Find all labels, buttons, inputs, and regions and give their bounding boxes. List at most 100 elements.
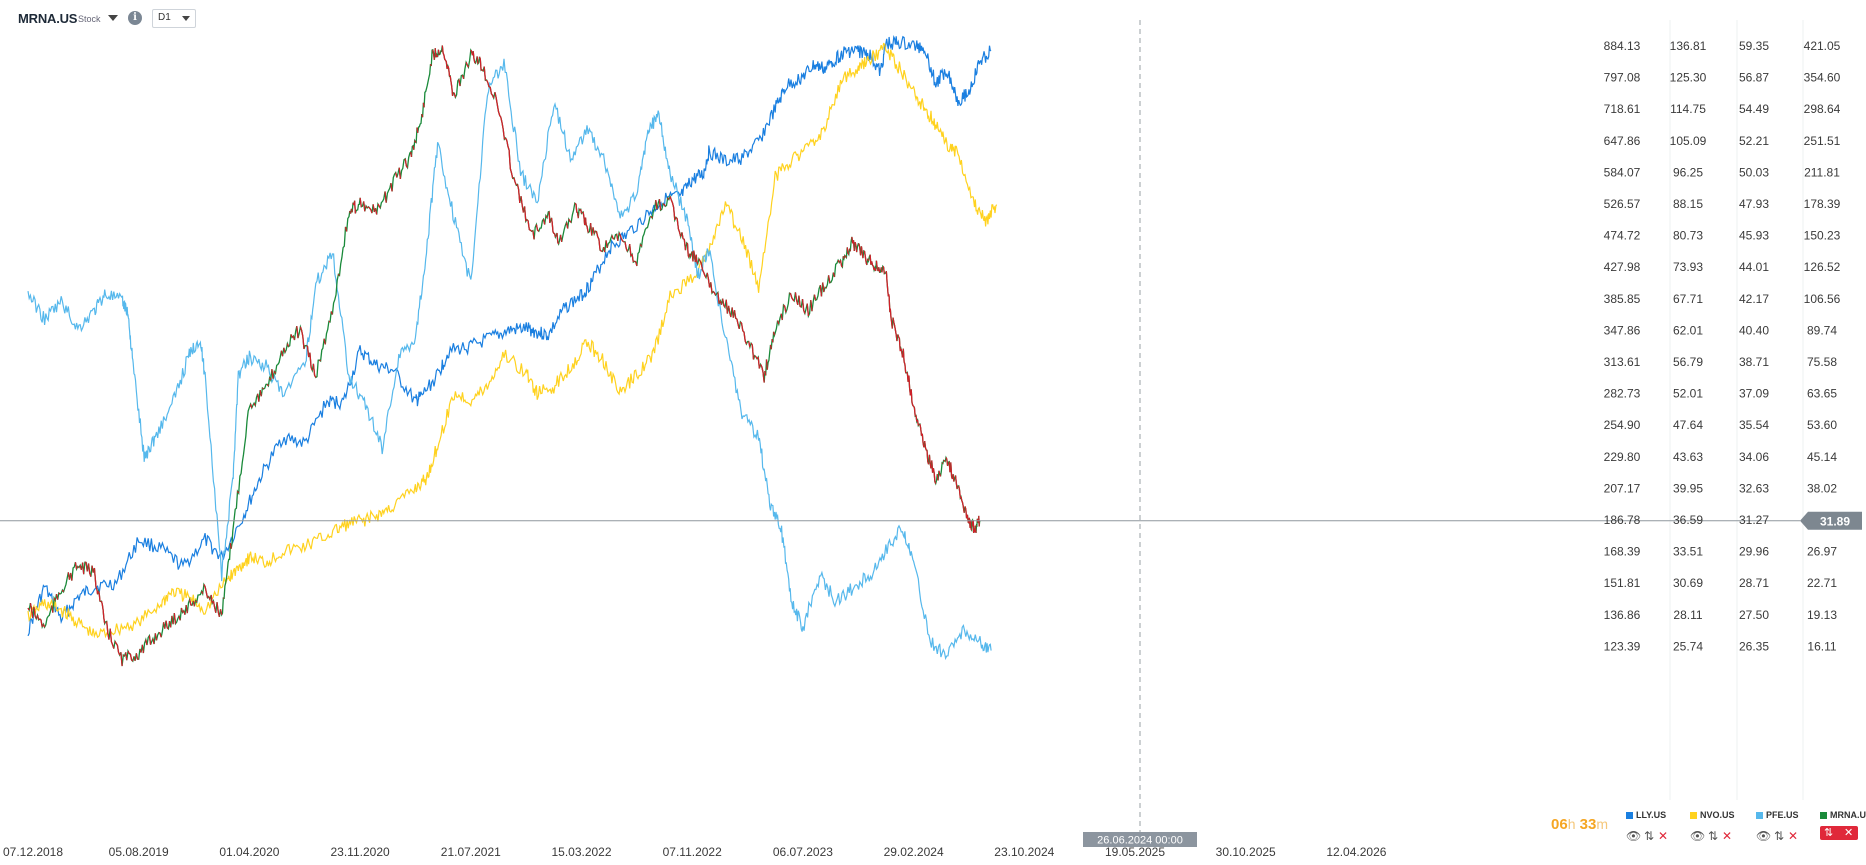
timer-hours: 06 xyxy=(1551,816,1568,833)
scale-tick-pfeus: 29.96 xyxy=(1739,545,1769,559)
legend-label: PFE.US xyxy=(1766,810,1799,820)
scale-tick-nvous: 47.64 xyxy=(1673,418,1703,432)
mrna-active-controls[interactable]: ⇅ ✕ xyxy=(1820,826,1858,840)
chart-toolbar: MRNA.US Stock i D1 xyxy=(0,0,600,36)
scale-tick-nvous: 33.51 xyxy=(1673,545,1703,559)
scale-tick-nvous: 62.01 xyxy=(1673,323,1703,337)
scale-tick-pfeus: 56.87 xyxy=(1739,71,1769,85)
scale-tick-nvous: 30.69 xyxy=(1673,576,1703,590)
scale-tick-llyus: 474.72 xyxy=(1604,229,1641,243)
scale-tick-llyus: 168.39 xyxy=(1604,545,1641,559)
scale-tick-mrnaus: 178.39 xyxy=(1804,197,1841,211)
scale-tick-mrnaus: 251.51 xyxy=(1804,134,1841,148)
scale-tick-mrnaus: 26.97 xyxy=(1807,545,1837,559)
scale-tick-llyus: 797.08 xyxy=(1604,71,1641,85)
date-tick-label: 01.04.2020 xyxy=(219,845,279,859)
scale-tick-llyus: 282.73 xyxy=(1604,387,1641,401)
scale-tick-pfeus: 59.35 xyxy=(1739,39,1769,53)
timeframe-select[interactable]: D1 xyxy=(152,9,196,28)
scale-tick-nvous: 125.30 xyxy=(1670,71,1707,85)
scale-tick-pfeus: 31.27 xyxy=(1739,513,1769,527)
move-updown-icon[interactable]: ⇅ xyxy=(1774,829,1785,843)
date-tick-label: 23.11.2020 xyxy=(331,845,390,859)
scale-tick-pfeus: 35.54 xyxy=(1739,418,1769,432)
scale-tick-mrnaus: 75.58 xyxy=(1807,355,1837,369)
candle-countdown: 06h 33m xyxy=(1551,816,1608,833)
move-updown-icon[interactable]: ⇅ xyxy=(1708,829,1719,843)
legend-label: LLY.US xyxy=(1636,810,1667,820)
timer-hours-unit: h xyxy=(1567,816,1576,832)
current-price-line: 31.89 xyxy=(0,511,1862,530)
scale-tick-nvous: 25.74 xyxy=(1673,639,1703,653)
scale-tick-mrnaus: 89.74 xyxy=(1807,323,1837,337)
scale-tick-llyus: 884.13 xyxy=(1604,39,1641,53)
scale-tick-mrnaus: 354.60 xyxy=(1804,71,1841,85)
date-tick-label: 12.04.2026 xyxy=(1326,845,1386,859)
symbol-name[interactable]: MRNA.US xyxy=(18,11,78,26)
scale-tick-pfeus: 37.09 xyxy=(1739,387,1769,401)
close-icon[interactable]: ✕ xyxy=(1788,829,1799,843)
date-axis: 07.12.2018 05.08.2019 01.04.2020 23.11.2020… xyxy=(3,845,1387,859)
scale-tick-pfeus: 44.01 xyxy=(1739,260,1769,274)
move-updown-icon[interactable]: ⇅ xyxy=(1644,829,1655,843)
scale-tick-llyus: 584.07 xyxy=(1604,165,1641,179)
scale-tick-nvous: 36.59 xyxy=(1673,513,1703,527)
series-lines xyxy=(27,34,998,667)
close-icon[interactable]: ✕ xyxy=(1844,827,1854,839)
scale-tick-pfeus: 34.06 xyxy=(1739,450,1769,464)
eye-icon[interactable]: 👁 xyxy=(1626,829,1642,843)
close-icon[interactable]: ✕ xyxy=(1658,829,1669,843)
scale-tick-nvous: 67.71 xyxy=(1673,292,1703,306)
scale-tick-mrnaus: 211.81 xyxy=(1804,165,1840,179)
scale-tick-pfeus: 54.49 xyxy=(1739,102,1769,116)
scale-tick-llyus: 136.86 xyxy=(1604,608,1641,622)
timeframe-value: D1 xyxy=(158,12,171,23)
scale-tick-pfeus: 28.71 xyxy=(1739,576,1769,590)
scale-tick-nvous: 43.63 xyxy=(1673,450,1703,464)
scale-tick-mrnaus: 19.13 xyxy=(1807,608,1837,622)
scale-tick-nvous: 114.75 xyxy=(1670,102,1706,116)
scale-tick-nvous: 73.93 xyxy=(1673,260,1703,274)
scale-tick-llyus: 313.61 xyxy=(1604,355,1641,369)
legend-swatch xyxy=(1756,812,1763,819)
scale-tick-pfeus: 50.03 xyxy=(1739,165,1769,179)
date-tick-label: 06.07.2023 xyxy=(773,845,833,859)
eye-icon[interactable]: 👁 xyxy=(1690,829,1706,843)
series-line-nvous xyxy=(27,42,998,639)
scale-tick-pfeus: 52.21 xyxy=(1739,134,1769,148)
scale-tick-nvous: 88.15 xyxy=(1673,197,1703,211)
info-icon[interactable]: i xyxy=(128,11,142,25)
crosshair-date-box xyxy=(1083,832,1197,847)
scale-tick-mrnaus: 45.14 xyxy=(1807,450,1837,464)
scale-tick-llyus: 151.81 xyxy=(1604,576,1641,590)
scale-toggle-icon[interactable]: ⇅ xyxy=(1824,827,1834,839)
timer-minutes: 33 xyxy=(1579,816,1597,833)
scale-tick-pfeus: 40.40 xyxy=(1739,323,1769,337)
legend-swatch xyxy=(1690,812,1697,819)
date-tick-label: 05.08.2019 xyxy=(109,845,169,859)
scale-tick-llyus: 186.78 xyxy=(1604,513,1641,527)
eye-icon[interactable]: 👁 xyxy=(1756,829,1772,843)
timer-minutes-unit: m xyxy=(1596,816,1609,832)
scale-tick-pfeus: 38.71 xyxy=(1739,355,1769,369)
scale-tick-nvous: 56.79 xyxy=(1673,355,1703,369)
scale-tick-pfeus: 32.63 xyxy=(1739,481,1769,495)
symbol-dropdown-icon[interactable] xyxy=(104,8,122,28)
legend-swatch xyxy=(1820,812,1827,819)
mrna-down-candles xyxy=(27,45,980,667)
date-tick-label: 29.02.2024 xyxy=(884,845,944,859)
series-line-pfeus xyxy=(27,58,992,661)
scale-tick-pfeus: 27.50 xyxy=(1739,608,1769,622)
scale-dividers xyxy=(1669,20,1804,800)
scale-tick-nvous: 136.81 xyxy=(1670,39,1707,53)
close-icon[interactable]: ✕ xyxy=(1722,829,1733,843)
scale-tick-llyus: 526.57 xyxy=(1604,197,1641,211)
scale-tick-nvous: 80.73 xyxy=(1673,229,1703,243)
scale-tick-nvous: 52.01 xyxy=(1673,387,1703,401)
date-tick-label: 21.07.2021 xyxy=(441,845,501,859)
scale-tick-pfeus: 42.17 xyxy=(1739,292,1769,306)
scale-tick-pfeus: 26.35 xyxy=(1739,639,1769,653)
scale-tick-pfeus: 45.93 xyxy=(1739,229,1769,243)
price-tag-label: 31.89 xyxy=(1820,514,1850,528)
